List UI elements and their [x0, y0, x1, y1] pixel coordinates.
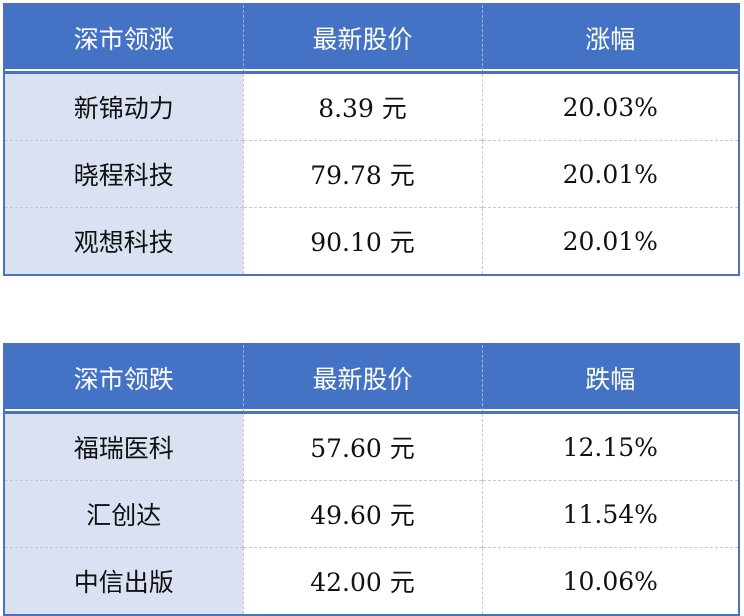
- table-row: 新锦动力 8.39 元 20.03%: [4, 72, 739, 141]
- price: 90.10 元: [242, 207, 482, 275]
- change: 12.15%: [481, 412, 739, 481]
- change: 11.54%: [481, 480, 739, 548]
- stock-name: 晓程科技: [4, 140, 243, 208]
- stock-name: 观想科技: [4, 207, 243, 275]
- table-row: 福瑞医科 57.60 元 12.15%: [4, 412, 739, 481]
- stock-name: 汇创达: [4, 480, 243, 548]
- header-cell: 涨幅: [481, 4, 739, 74]
- change: 20.03%: [481, 72, 739, 141]
- header-cell: 最新股价: [242, 344, 482, 414]
- change: 10.06%: [481, 547, 739, 615]
- header-cell: 最新股价: [242, 4, 482, 74]
- shenzhen-top-losers-table: 深市领跌 最新股价 跌幅 福瑞医科 57.60 元 12.15% 汇创达 49.60 …: [3, 343, 740, 616]
- header-cell: 跌幅: [481, 344, 739, 414]
- header-cell: 深市领涨: [4, 4, 243, 74]
- stock-name: 福瑞医科: [4, 412, 243, 481]
- stock-name: 中信出版: [4, 547, 243, 615]
- stock-name: 新锦动力: [4, 72, 243, 141]
- price: 42.00 元: [242, 547, 482, 615]
- table-row: 中信出版 42.00 元 10.06%: [4, 547, 739, 615]
- table-row: 汇创达 49.60 元 11.54%: [4, 480, 739, 548]
- price: 8.39 元: [242, 72, 482, 141]
- shenzhen-top-gainers-table: 深市领涨 最新股价 涨幅 新锦动力 8.39 元 20.03% 晓程科技 79.78 …: [3, 3, 740, 276]
- header-row: 深市领跌 最新股价 跌幅: [4, 344, 739, 414]
- change: 20.01%: [481, 140, 739, 208]
- change: 20.01%: [481, 207, 739, 275]
- header-row: 深市领涨 最新股价 涨幅: [4, 4, 739, 74]
- table-row: 观想科技 90.10 元 20.01%: [4, 207, 739, 275]
- price: 57.60 元: [242, 412, 482, 481]
- header-cell: 深市领跌: [4, 344, 243, 414]
- price: 49.60 元: [242, 480, 482, 548]
- table-row: 晓程科技 79.78 元 20.01%: [4, 140, 739, 208]
- price: 79.78 元: [242, 140, 482, 208]
